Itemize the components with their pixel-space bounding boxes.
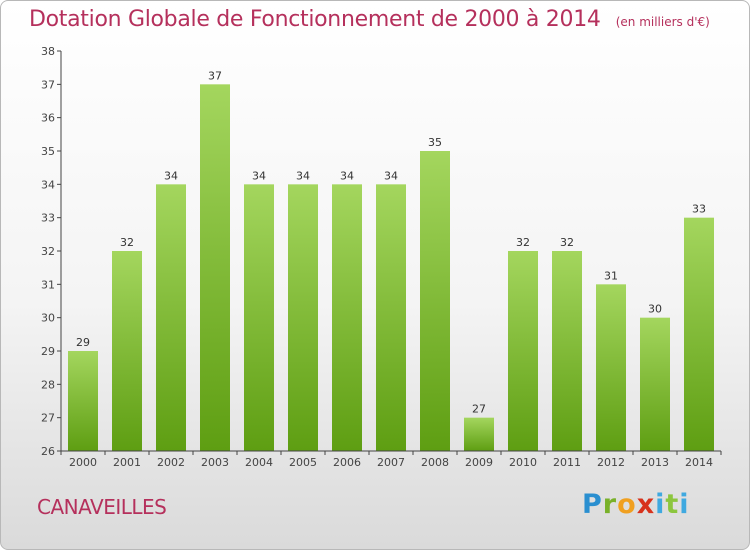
x-tick-label: 2000 [69, 456, 97, 469]
y-tick-label: 37 [41, 78, 55, 91]
y-tick-label: 33 [41, 212, 55, 225]
proxiti-logo: Proxiti [582, 489, 690, 520]
bar-value-label: 34 [252, 169, 266, 182]
bar-value-label: 34 [384, 169, 398, 182]
x-tick-label: 2002 [157, 456, 185, 469]
x-tick-label: 2009 [465, 456, 493, 469]
chart-unit: (en milliers d'€) [615, 15, 710, 29]
bar-value-label: 29 [76, 336, 90, 349]
bar-value-label: 34 [164, 169, 178, 182]
bar [508, 251, 538, 451]
x-axis: 2000 2001 2002 2003 2004 2005 2006 2007 2008 2009… [60, 450, 722, 469]
y-tick-label: 36 [41, 112, 55, 125]
y-tick-label: 28 [41, 378, 55, 391]
bar [288, 184, 318, 452]
bars: 29 32 34 37 34 34 34 34 35 27 32 32 31 30 33 [68, 69, 714, 452]
y-tick-label: 26 [41, 445, 55, 458]
bar [420, 151, 450, 451]
bar [244, 184, 274, 452]
bar-value-label: 34 [340, 169, 354, 182]
x-tick-label: 2013 [641, 456, 669, 469]
x-tick-label: 2007 [377, 456, 405, 469]
x-tick-label: 2011 [553, 456, 581, 469]
x-tick-label: 2003 [201, 456, 229, 469]
y-tick-label: 27 [41, 412, 55, 425]
bar [640, 317, 670, 451]
bar-value-label: 32 [560, 236, 574, 249]
y-tick-label: 30 [41, 312, 55, 325]
y-tick-label: 29 [41, 345, 55, 358]
chart-title: Dotation Globale de Fonctionnement de 20… [29, 7, 710, 32]
x-tick-label: 2014 [685, 456, 713, 469]
y-axis: 26 27 28 29 30 31 32 33 34 35 36 37 38 [41, 45, 62, 458]
commune-name: CANAVEILLES [37, 495, 167, 519]
bar-value-label: 32 [516, 236, 530, 249]
bar-value-label: 30 [648, 303, 662, 316]
bar [332, 184, 362, 452]
x-tick-label: 2001 [113, 456, 141, 469]
bar [596, 284, 626, 451]
x-tick-label: 2010 [509, 456, 537, 469]
bar [112, 251, 142, 451]
x-tick-label: 2006 [333, 456, 361, 469]
bar [156, 184, 186, 452]
y-tick-label: 38 [41, 45, 55, 58]
bar-value-label: 35 [428, 136, 442, 149]
bar [200, 84, 230, 451]
chart-title-text: Dotation Globale de Fonctionnement de 20… [29, 7, 601, 32]
bar [552, 251, 582, 451]
x-tick-label: 2012 [597, 456, 625, 469]
y-tick-label: 32 [41, 245, 55, 258]
bar-value-label: 32 [120, 236, 134, 249]
x-tick-label: 2005 [289, 456, 317, 469]
y-tick-label: 34 [41, 178, 55, 191]
bar [68, 351, 98, 451]
bar-value-label: 37 [208, 69, 222, 82]
bar [684, 217, 714, 451]
bar [464, 417, 494, 451]
bar-value-label: 31 [604, 269, 618, 282]
bar-value-label: 27 [472, 403, 486, 416]
bar [376, 184, 406, 452]
bar-value-label: 34 [296, 169, 310, 182]
y-tick-label: 35 [41, 145, 55, 158]
y-tick-label: 31 [41, 278, 55, 291]
bar-value-label: 33 [692, 203, 706, 216]
x-tick-label: 2008 [421, 456, 449, 469]
x-tick-label: 2004 [245, 456, 273, 469]
